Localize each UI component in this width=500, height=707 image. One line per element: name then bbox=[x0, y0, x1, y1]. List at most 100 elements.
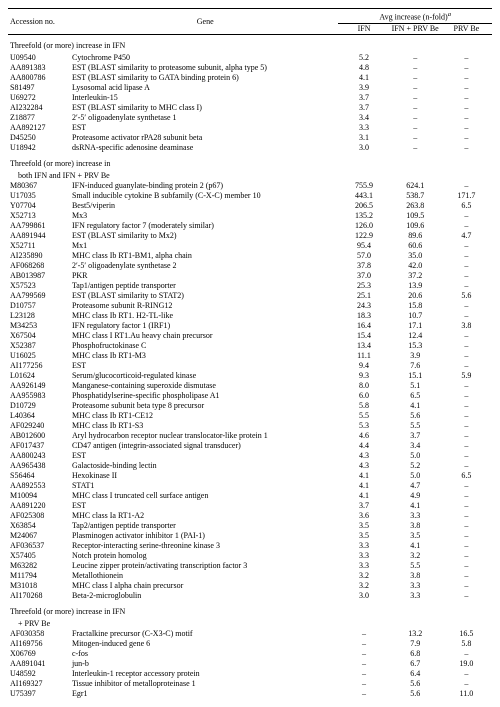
table-row: AA891944EST (BLAST similarity to Mx2)122… bbox=[8, 231, 492, 241]
cell-gene: Aryl hydrocarbon receptor nuclear transl… bbox=[72, 431, 339, 441]
cell-value: – bbox=[441, 251, 492, 261]
cell-gene: Hexokinase II bbox=[72, 471, 339, 481]
cell-value: 3.7 bbox=[338, 103, 389, 113]
cell-value: 3.3 bbox=[390, 591, 441, 601]
cell-value: 3.0 bbox=[338, 143, 389, 153]
cell-gene: c-fos bbox=[72, 649, 339, 659]
cell-gene: EST bbox=[72, 123, 339, 133]
cell-gene: Receptor-interacting serine-threonine ki… bbox=[72, 541, 339, 551]
cell-accession: L23128 bbox=[8, 311, 72, 321]
cell-value: – bbox=[441, 391, 492, 401]
cell-value: 4.1 bbox=[338, 471, 389, 481]
cell-value: 624.1 bbox=[390, 181, 441, 191]
cell-value: 19.0 bbox=[441, 659, 492, 669]
cell-accession: AF036537 bbox=[8, 541, 72, 551]
cell-value: 3.2 bbox=[390, 551, 441, 561]
cell-accession: X57405 bbox=[8, 551, 72, 561]
cell-value: – bbox=[441, 581, 492, 591]
cell-gene: MHC class I truncated cell surface antig… bbox=[72, 491, 339, 501]
cell-value: 4.1 bbox=[390, 401, 441, 411]
cell-accession: AA891041 bbox=[8, 659, 72, 669]
cell-value: – bbox=[441, 521, 492, 531]
cell-value: 13.9 bbox=[390, 281, 441, 291]
cell-accession: AA799861 bbox=[8, 221, 72, 231]
cell-value: – bbox=[390, 113, 441, 123]
cell-value: – bbox=[390, 143, 441, 153]
cell-value: 5.5 bbox=[390, 421, 441, 431]
table-header: Accession no. Gene Avg increase (n-fold)… bbox=[8, 9, 492, 35]
table-row: L23128MHC class Ib RT1. H2-TL-like18.310… bbox=[8, 311, 492, 321]
cell-accession: Z18877 bbox=[8, 113, 72, 123]
cell-gene: EST bbox=[72, 451, 339, 461]
cell-value: 4.7 bbox=[390, 481, 441, 491]
cell-value: – bbox=[441, 211, 492, 221]
cell-value: 443.1 bbox=[338, 191, 389, 201]
cell-accession: U17035 bbox=[8, 191, 72, 201]
cell-value: – bbox=[441, 83, 492, 93]
cell-value: 4.3 bbox=[338, 451, 389, 461]
cell-value: 3.2 bbox=[338, 581, 389, 591]
cell-value: – bbox=[441, 541, 492, 551]
cell-gene: EST (BLAST similarity to MHC class I) bbox=[72, 103, 339, 113]
cell-accession: L01624 bbox=[8, 371, 72, 381]
table-row: D10729Proteasome subunit beta type 8 pre… bbox=[8, 401, 492, 411]
cell-value: – bbox=[441, 261, 492, 271]
cell-gene: MHC class Ib RT1-M3 bbox=[72, 351, 339, 361]
cell-accession: AA892127 bbox=[8, 123, 72, 133]
table-row: X57405Notch protein homolog3.33.2– bbox=[8, 551, 492, 561]
cell-value: 135.2 bbox=[338, 211, 389, 221]
section-title: Threefold (or more) increase in IFN bbox=[8, 601, 492, 619]
cell-value: – bbox=[441, 73, 492, 83]
table-row: AF0682682′-5′ oligoadenylate synthetase … bbox=[8, 261, 492, 271]
table-row: AA799569EST (BLAST similarity to STAT2)2… bbox=[8, 291, 492, 301]
cell-accession: S81497 bbox=[8, 83, 72, 93]
cell-value: 16.5 bbox=[441, 629, 492, 639]
cell-value: – bbox=[441, 281, 492, 291]
cell-gene: Mitogen-induced gene 6 bbox=[72, 639, 339, 649]
cell-value: – bbox=[441, 123, 492, 133]
cell-accession: AI177256 bbox=[8, 361, 72, 371]
cell-value: 5.2 bbox=[338, 53, 389, 63]
cell-value: – bbox=[441, 561, 492, 571]
cell-value: – bbox=[338, 639, 389, 649]
cell-value: – bbox=[441, 331, 492, 341]
cell-value: 3.1 bbox=[338, 133, 389, 143]
cell-accession: AA955983 bbox=[8, 391, 72, 401]
cell-gene: MHC class I RT1.Au heavy chain precursor bbox=[72, 331, 339, 341]
hdr-prv: PRV Be bbox=[441, 23, 492, 34]
table-row: AF029240MHC class Ib RT1-S35.35.5– bbox=[8, 421, 492, 431]
cell-value: 17.1 bbox=[390, 321, 441, 331]
cell-gene: Tissue inhibitor of metalloproteinase 1 bbox=[72, 679, 339, 689]
cell-accession: AA965438 bbox=[8, 461, 72, 471]
table-row: U48592Interleukin-1 receptor accessory p… bbox=[8, 669, 492, 679]
table-row: X06769c-fos–6.8– bbox=[8, 649, 492, 659]
cell-gene: Proteasome subunit beta type 8 precursor bbox=[72, 401, 339, 411]
cell-value: 5.6 bbox=[390, 679, 441, 689]
cell-accession: AB013987 bbox=[8, 271, 72, 281]
cell-accession: X52713 bbox=[8, 211, 72, 221]
cell-value: 3.5 bbox=[338, 521, 389, 531]
cell-value: 206.5 bbox=[338, 201, 389, 211]
table-row: AF036537Receptor-interacting serine-thre… bbox=[8, 541, 492, 551]
cell-value: 10.7 bbox=[390, 311, 441, 321]
cell-accession: AA800243 bbox=[8, 451, 72, 461]
cell-gene: jun-b bbox=[72, 659, 339, 669]
cell-value: 4.9 bbox=[390, 491, 441, 501]
cell-value: 5.3 bbox=[338, 421, 389, 431]
cell-value: 3.0 bbox=[338, 591, 389, 601]
table-row: AA965438Galactoside-binding lectin4.35.2… bbox=[8, 461, 492, 471]
cell-accession: AF030358 bbox=[8, 629, 72, 639]
cell-accession: U48592 bbox=[8, 669, 72, 679]
cell-value: – bbox=[441, 351, 492, 361]
cell-value: 3.7 bbox=[338, 501, 389, 511]
cell-accession: X52711 bbox=[8, 241, 72, 251]
cell-value: – bbox=[390, 133, 441, 143]
cell-value: 3.2 bbox=[338, 571, 389, 581]
cell-value: – bbox=[441, 271, 492, 281]
cell-value: 11.0 bbox=[441, 689, 492, 699]
cell-value: 57.0 bbox=[338, 251, 389, 261]
cell-accession: AI170268 bbox=[8, 591, 72, 601]
cell-value: 3.8 bbox=[390, 571, 441, 581]
cell-value: 18.3 bbox=[338, 311, 389, 321]
cell-value: 3.9 bbox=[338, 83, 389, 93]
